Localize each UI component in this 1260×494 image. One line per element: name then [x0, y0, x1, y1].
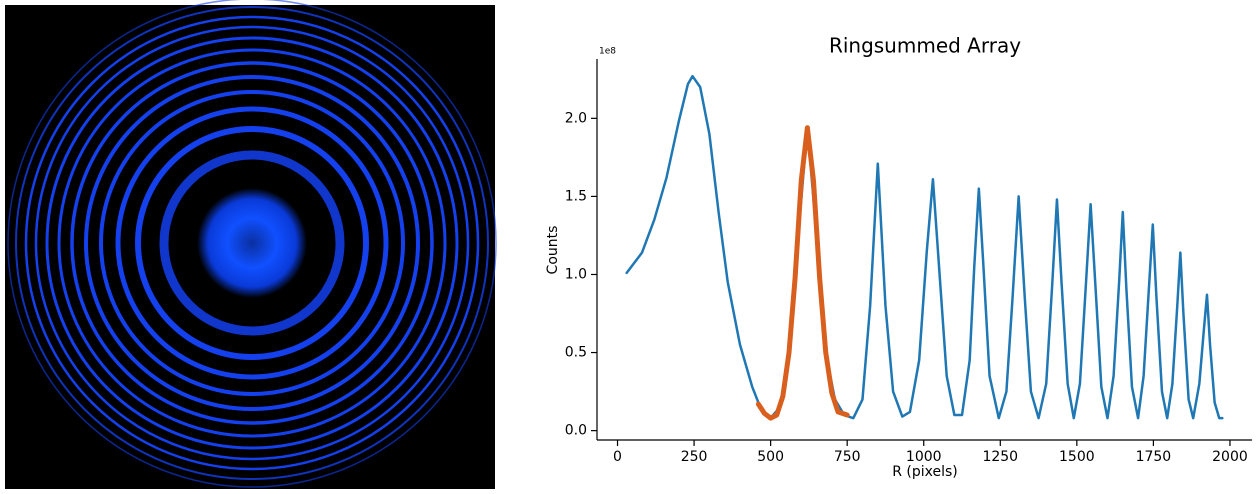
series-line: [755, 125, 850, 421]
y-axis-label: Counts: [545, 226, 561, 275]
x-tick-label: 250: [681, 449, 708, 465]
y-offset-label: 1e8: [599, 47, 616, 57]
y-tick-label: 1.0: [565, 266, 587, 282]
x-tick-label: 0: [613, 449, 622, 465]
x-tick-label: 1000: [906, 449, 942, 465]
x-tick-label: 2000: [1212, 449, 1248, 465]
center-blob: [197, 188, 307, 298]
y-tick-label: 0.0: [565, 423, 587, 439]
x-tick-label: 1250: [982, 449, 1018, 465]
x-tick-label: 1750: [1136, 449, 1172, 465]
x-tick-label: 750: [834, 449, 861, 465]
series-line: [625, 74, 1224, 420]
x-axis-label: R (pixels): [892, 464, 958, 480]
y-tick-label: 2.0: [565, 110, 587, 126]
x-tick-label: 500: [757, 449, 784, 465]
ring-image: [5, 0, 497, 489]
rings: [7, 0, 497, 488]
y-tick-label: 0.5: [565, 345, 587, 361]
x-tick-label: 1500: [1059, 449, 1095, 465]
y-tick-label: 1.5: [565, 188, 587, 204]
chart-title: Ringsummed Array: [829, 34, 1021, 58]
